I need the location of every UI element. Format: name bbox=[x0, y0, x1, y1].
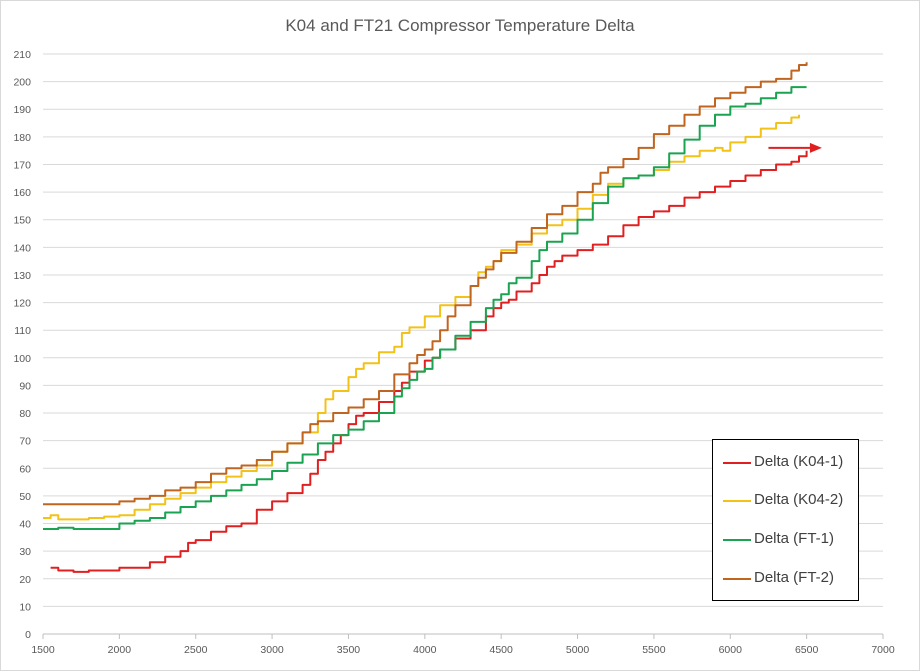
y-tick-label: 150 bbox=[13, 215, 31, 227]
axes: 0 10 20 30 40 50 60 70 80 90 100 110 120 130 140 150 160… bbox=[13, 49, 894, 656]
legend-swatch-ft-1 bbox=[723, 539, 751, 541]
legend-label-k04-2: Delta (K04-2) bbox=[754, 491, 844, 508]
y-tick-label: 30 bbox=[19, 546, 31, 558]
series-line-4 bbox=[43, 62, 808, 506]
chart-title: K04 and FT21 Compressor Temperature Delt… bbox=[285, 16, 635, 35]
legend-label-k04-1: Delta (K04-1) bbox=[754, 453, 844, 470]
annotation bbox=[768, 142, 822, 153]
legend: Delta (K04-1) Delta (K04-2) Delta (FT-1)… bbox=[712, 439, 859, 601]
y-tick-label: 80 bbox=[19, 408, 31, 420]
y-tick-label: 210 bbox=[13, 49, 31, 61]
y-tick-label: 60 bbox=[19, 463, 31, 475]
x-tick-label: 5000 bbox=[566, 644, 590, 656]
x-tick-label: 1500 bbox=[31, 644, 55, 656]
legend-item-k04-1: Delta (K04-1) bbox=[713, 453, 858, 473]
y-tick-label: 0 bbox=[25, 629, 31, 641]
legend-label-ft-1: Delta (FT-1) bbox=[754, 530, 835, 547]
y-tick-label: 130 bbox=[13, 270, 31, 282]
y-tick-label: 20 bbox=[19, 574, 31, 586]
y-tick-label: 90 bbox=[19, 380, 31, 392]
x-tick-label: 6000 bbox=[719, 644, 743, 656]
y-tick-label: 200 bbox=[13, 77, 31, 89]
y-tick-label: 180 bbox=[13, 132, 31, 144]
annotation-arrow-head bbox=[809, 142, 822, 153]
x-tick-label: 3000 bbox=[260, 644, 284, 656]
series-line-3 bbox=[43, 86, 807, 530]
y-tick-label: 190 bbox=[13, 104, 31, 116]
legend-swatch-k04-1 bbox=[723, 462, 751, 464]
x-tick-label: 2000 bbox=[108, 644, 132, 656]
y-tick-label: 140 bbox=[13, 242, 31, 254]
x-tick-label: 7000 bbox=[871, 644, 895, 656]
x-tick-label: 3500 bbox=[337, 644, 361, 656]
legend-swatch-k04-2 bbox=[723, 500, 751, 502]
x-tick-label: 6500 bbox=[795, 644, 819, 656]
series-line-1 bbox=[50, 150, 808, 573]
y-tick-label: 170 bbox=[13, 159, 31, 171]
x-tick-label: 5500 bbox=[642, 644, 666, 656]
legend-item-ft-1: Delta (FT-1) bbox=[713, 530, 858, 550]
legend-item-ft-2: Delta (FT-2) bbox=[713, 569, 858, 589]
legend-label-ft-2: Delta (FT-2) bbox=[754, 569, 835, 586]
y-tick-label: 110 bbox=[14, 325, 31, 337]
y-tick-label: 70 bbox=[19, 436, 31, 448]
x-tick-label: 2500 bbox=[184, 644, 208, 656]
series-lines bbox=[43, 62, 808, 573]
x-tick-label: 4500 bbox=[490, 644, 514, 656]
y-tick-label: 100 bbox=[13, 353, 31, 365]
y-tick-label: 120 bbox=[13, 298, 31, 310]
legend-swatch-ft-2 bbox=[723, 578, 751, 580]
y-tick-label: 40 bbox=[19, 519, 31, 531]
legend-item-k04-2: Delta (K04-2) bbox=[713, 491, 858, 511]
x-tick-label: 4000 bbox=[413, 644, 437, 656]
y-tick-label: 10 bbox=[19, 601, 31, 613]
y-tick-label: 50 bbox=[19, 491, 31, 503]
series-line-2 bbox=[43, 114, 800, 521]
y-tick-label: 160 bbox=[13, 187, 31, 199]
